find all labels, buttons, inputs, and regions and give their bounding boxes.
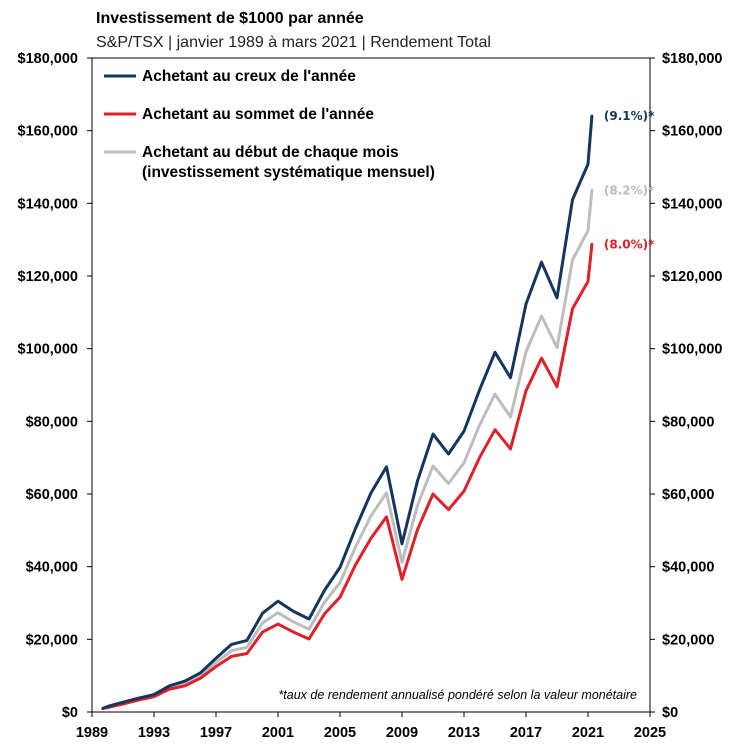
x-tick-label: 1989	[76, 725, 108, 741]
y-tick-label-left: $180,000	[18, 51, 78, 67]
y-tick-label-left: $40,000	[26, 560, 78, 576]
chart-subtitle: S&P/TSX | janvier 1989 à mars 2021 | Ren…	[96, 34, 491, 51]
series-line-3	[101, 188, 594, 710]
x-tick-label: 2025	[634, 725, 666, 741]
x-tick-label: 1997	[200, 725, 232, 741]
y-tick-label-right: $20,000	[662, 632, 714, 648]
y-tick-label-left: $160,000	[18, 124, 78, 140]
end-labels: (9.1%)* (8.0%)* (8.2%)*	[604, 109, 655, 251]
x-tick-label: 2017	[510, 725, 542, 741]
y-tick-label-right: $40,000	[662, 560, 714, 576]
series-line-1	[101, 114, 594, 710]
end-label-3: (8.2%)*	[604, 183, 655, 197]
x-tick-label: 2009	[386, 725, 418, 741]
legend-label-1: Achetant au creux de l'année	[142, 68, 356, 85]
y-tick-label-right: $100,000	[662, 342, 722, 358]
x-tick-label: 2021	[572, 725, 604, 741]
y-tick-label-left: $140,000	[18, 196, 78, 212]
end-label-1: (9.1%)*	[604, 109, 655, 123]
y-tick-label-right: $80,000	[662, 414, 714, 430]
plot-frame	[91, 57, 651, 713]
legend: Achetant au creux de l'année Achetant au …	[104, 68, 435, 181]
x-tick-label: 2001	[262, 725, 294, 741]
legend-label-2: Achetant au sommet de l'année	[142, 106, 374, 123]
legend-label-3: Achetant au début de chaque mois	[142, 144, 399, 161]
y-tick-label-right: $140,000	[662, 196, 722, 212]
y-tick-label-left: $80,000	[26, 414, 78, 430]
x-tick-label: 2013	[448, 725, 480, 741]
y-tick-label-left: $120,000	[18, 269, 78, 285]
x-tick-label: 1993	[138, 725, 170, 741]
x-tick-label: 2005	[324, 725, 356, 741]
y-tick-label-left: $0	[62, 705, 78, 721]
y-tick-label-right: $160,000	[662, 124, 722, 140]
y-tick-label-left: $20,000	[26, 632, 78, 648]
y-tick-label-left: $100,000	[18, 342, 78, 358]
y-tick-label-right: $180,000	[662, 51, 722, 67]
chart-title: Investissement de $1000 par année	[96, 10, 364, 27]
end-label-2: (8.0%)*	[604, 237, 655, 251]
y-tick-label-right: $0	[662, 705, 678, 721]
series-lines	[101, 114, 594, 710]
axes: $0 $0 $20,000 $20,000 $40,000 $40,000 $60,000 $…	[18, 51, 723, 741]
series-line-2	[101, 242, 594, 710]
y-tick-label-right: $60,000	[662, 487, 714, 503]
y-tick-label-left: $60,000	[26, 487, 78, 503]
y-tick-label-right: $120,000	[662, 269, 722, 285]
footnote: *taux de rendement annualisé pondéré sel…	[278, 688, 637, 702]
legend-label-3: (investissement systématique mensuel)	[142, 164, 435, 181]
